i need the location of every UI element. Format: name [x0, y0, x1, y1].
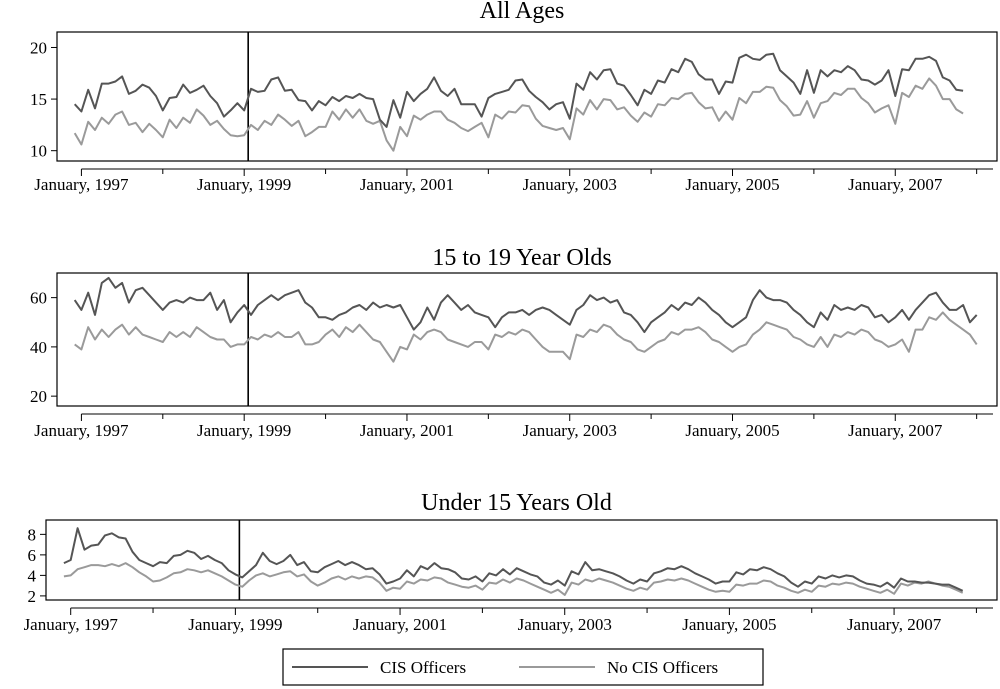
x-tick-label: January, 2001: [353, 615, 447, 634]
x-tick-label: January, 2007: [848, 175, 943, 194]
legend-label-cis-officers: CIS Officers: [380, 658, 466, 677]
x-tick-label: January, 2001: [360, 175, 454, 194]
x-tick-label: January, 1999: [197, 421, 291, 440]
y-tick-label: 2: [28, 587, 37, 606]
panel-title: 15 to 19 Year Olds: [432, 245, 611, 271]
x-tick-label: January, 2005: [682, 615, 776, 634]
y-tick-label: 20: [30, 387, 47, 406]
legend: CIS Officers No CIS Officers: [282, 648, 764, 686]
y-tick-label: 40: [30, 338, 47, 357]
x-tick-label: January, 2003: [518, 615, 612, 634]
x-tick-label: January, 1999: [197, 175, 291, 194]
plot-frame: [56, 31, 998, 162]
y-tick-label: 6: [28, 546, 37, 565]
series-line-cis-officers: [73, 276, 978, 334]
x-tick-label: January, 1999: [188, 615, 282, 634]
panel-all-ages: All Ages 10 15 20 January, 1997 January, 1999…: [30, 0, 998, 194]
series-line-cis-officers: [63, 527, 964, 592]
panel-under-15-years-old: Under 15 Years Old 2 46 8 January, 1997 Janua…: [24, 490, 998, 634]
panel-15-to-19-year-olds: 15 to 19 Year Olds 20 40 60 January, 1997 Jan…: [30, 245, 998, 440]
x-tick-label: January, 2003: [523, 175, 617, 194]
y-tick-label: 20: [30, 38, 47, 57]
panel-title: Under 15 Years Old: [421, 490, 612, 516]
x-tick-label: January, 2005: [685, 175, 779, 194]
series-line-no-cis-officers: [73, 77, 964, 152]
x-tick-label: January, 2001: [360, 421, 454, 440]
x-tick-label: January, 2003: [523, 421, 617, 440]
legend-frame: [282, 648, 764, 686]
plot-frame: [45, 519, 998, 601]
series-line-no-cis-officers: [74, 311, 978, 363]
x-tick-label: January, 2005: [685, 421, 779, 440]
y-tick-label: 8: [28, 525, 37, 544]
x-tick-label: January, 1997: [34, 421, 129, 440]
series-line-cis-officers: [73, 52, 964, 128]
x-tick-label: January, 1997: [34, 175, 129, 194]
x-tick-label: January, 2007: [847, 615, 942, 634]
x-tick-label: January, 1997: [24, 615, 119, 634]
y-tick-label: 60: [30, 289, 47, 308]
plot-frame: [56, 272, 998, 407]
series-line-no-cis-officers: [63, 562, 964, 596]
legend-label-no-cis-officers: No CIS Officers: [607, 658, 718, 677]
panel-title: All Ages: [480, 0, 565, 24]
y-tick-label: 15: [30, 90, 47, 109]
y-tick-label: 4: [28, 566, 37, 585]
x-tick-label: January, 2007: [848, 421, 943, 440]
y-tick-label: 10: [30, 142, 47, 161]
